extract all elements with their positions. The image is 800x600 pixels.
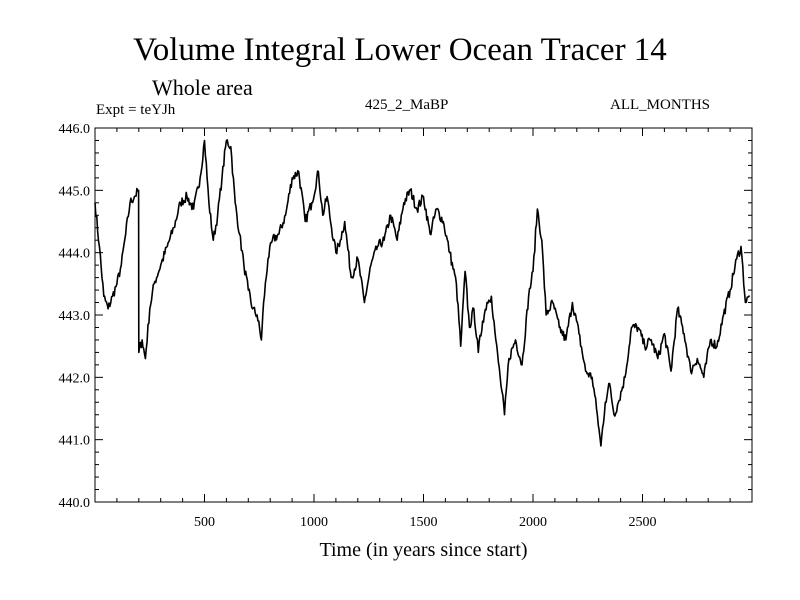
x-axis-label: Time (in years since start) — [319, 539, 527, 561]
experiment-label: Expt = teYJh — [96, 102, 176, 118]
plot-frame — [94, 127, 753, 503]
x-tick-label: 2500 — [629, 515, 657, 530]
x-tick-label: 1000 — [300, 515, 328, 530]
chart-subtitle: Whole area — [152, 75, 253, 100]
run-label: 425_2_MaBP — [365, 97, 449, 113]
data-line — [94, 139, 750, 447]
y-tick-label: 443.0 — [59, 309, 91, 324]
period-label: ALL_MONTHS — [610, 97, 710, 113]
x-tick-label: 500 — [194, 515, 215, 530]
x-tick-label: 1500 — [410, 515, 438, 530]
y-tick-label: 446.0 — [59, 122, 91, 137]
chart-title: Volume Integral Lower Ocean Tracer 14 — [133, 32, 667, 68]
y-tick-label: 440.0 — [59, 496, 91, 511]
y-tick-label: 442.0 — [59, 371, 91, 386]
y-tick-label: 445.0 — [59, 184, 91, 199]
y-tick-label: 441.0 — [59, 434, 91, 449]
x-tick-label: 2000 — [519, 515, 547, 530]
y-tick-label: 444.0 — [59, 247, 91, 262]
